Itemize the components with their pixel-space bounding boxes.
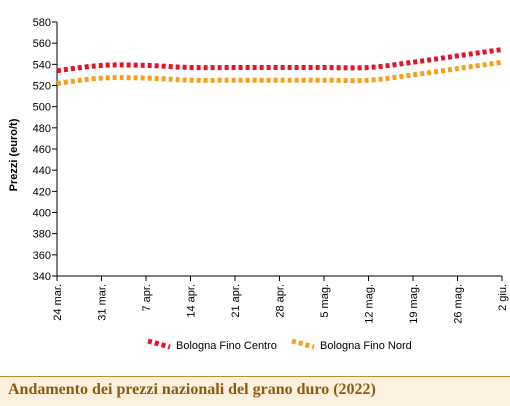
y-tick-label: 360 <box>33 250 51 262</box>
x-tick-label: 24 mar. <box>52 284 64 321</box>
y-tick-label: 380 <box>33 229 51 241</box>
legend-swatch-1 <box>147 338 171 350</box>
y-axis-label: Prezzi (euro/t) <box>8 118 20 191</box>
caption-bar: Andamento dei prezzi nazionali del grano… <box>0 376 510 406</box>
y-tick-label: 460 <box>33 144 51 156</box>
x-tick-label: 31 mar. <box>97 284 109 321</box>
x-tick-label: 7 apr. <box>141 284 153 312</box>
y-tick-label: 400 <box>33 208 51 220</box>
x-tick-label: 12 mag. <box>364 284 376 324</box>
legend: Bologna Fino Centro Bologna Fino Nord <box>147 338 412 352</box>
y-tick-label: 520 <box>33 81 51 93</box>
x-tick-label: 28 apr. <box>275 284 287 318</box>
y-tick-label: 440 <box>33 165 51 177</box>
y-axis: 340 360 380 400 420 440 460 480 500 520 540 560 580 <box>33 17 57 283</box>
x-tick-label: 2 giu. <box>497 284 509 311</box>
y-tick-label: 560 <box>33 38 51 50</box>
y-tick-label: 540 <box>33 59 51 71</box>
x-tick-label: 14 apr. <box>186 284 198 318</box>
legend-label-1: Bologna Fino Centro <box>176 340 277 352</box>
y-tick-label: 580 <box>33 17 51 29</box>
legend-swatch-2 <box>291 338 315 350</box>
y-tick-label: 340 <box>33 271 51 283</box>
x-tick-label: 19 mag. <box>408 284 420 324</box>
y-tick-label: 500 <box>33 102 51 114</box>
x-tick-label: 5 mag. <box>319 284 331 318</box>
series-layer <box>56 47 503 86</box>
legend-label-2: Bologna Fino Nord <box>320 340 412 352</box>
y-tick-label: 420 <box>33 186 51 198</box>
y-tick-label: 480 <box>33 123 51 135</box>
x-axis: 24 mar. 31 mar. 7 apr. 14 apr. 21 apr. 28 apr… <box>52 276 509 324</box>
x-tick-label: 21 apr. <box>230 284 242 318</box>
price-chart: 340360380400420440460480500520540560580 … <box>8 17 509 352</box>
x-tick-label: 26 mag. <box>453 284 465 324</box>
chart-caption: Andamento dei prezzi nazionali del grano… <box>8 381 376 398</box>
